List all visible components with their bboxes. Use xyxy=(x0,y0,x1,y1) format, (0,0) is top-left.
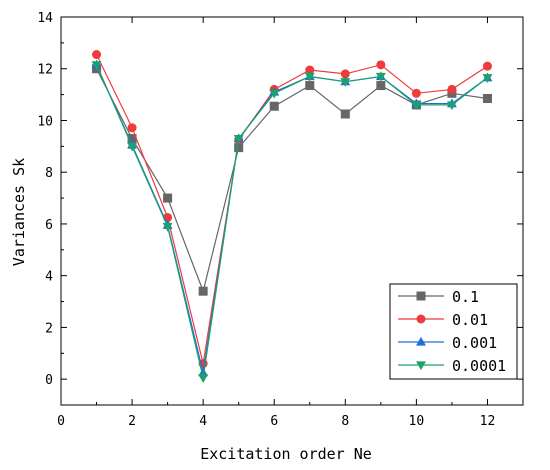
data-point xyxy=(376,81,386,91)
data-point xyxy=(91,61,102,71)
y-tick-label: 4 xyxy=(45,270,53,285)
legend-label: 0.0001 xyxy=(452,357,506,375)
x-tick-label: 12 xyxy=(480,414,496,429)
data-point xyxy=(375,72,386,82)
legend-marker xyxy=(416,314,426,324)
data-point xyxy=(340,69,350,79)
data-point xyxy=(92,50,102,60)
x-tick-label: 6 xyxy=(270,414,278,429)
legend: 0.1 0.01 0.001 0.0001 xyxy=(389,283,518,380)
data-point xyxy=(447,84,457,94)
series-line xyxy=(96,68,488,294)
data-point xyxy=(305,65,315,75)
data-point xyxy=(482,93,492,103)
data-point xyxy=(269,89,280,99)
data-point xyxy=(305,81,315,91)
legend-item: 0.001 xyxy=(398,334,497,352)
data-point xyxy=(233,134,244,144)
data-point xyxy=(198,367,209,377)
data-point xyxy=(304,72,315,82)
data-point xyxy=(234,143,244,153)
legend-label: 0.1 xyxy=(452,288,479,306)
series-layer xyxy=(91,50,493,384)
series-0 xyxy=(92,64,492,296)
x-tick-label: 2 xyxy=(128,414,136,429)
plot-frame xyxy=(60,16,524,406)
legend-item: 0.1 xyxy=(398,288,479,306)
y-tick-label: 2 xyxy=(45,321,53,336)
y-tick-label: 14 xyxy=(37,11,53,26)
legend-item: 0.0001 xyxy=(398,357,506,375)
data-point xyxy=(127,134,137,144)
legend-label: 0.001 xyxy=(452,334,497,352)
data-point xyxy=(376,60,386,70)
y-tick-label: 12 xyxy=(37,63,53,78)
legend-marker xyxy=(416,336,426,346)
data-point xyxy=(340,78,351,87)
data-point xyxy=(340,109,350,119)
series-line xyxy=(95,64,488,378)
x-tick-label: 0 xyxy=(57,414,65,429)
series-line xyxy=(95,54,488,364)
y-tick-label: 10 xyxy=(37,114,53,129)
legend-label: 0.01 xyxy=(452,311,488,329)
y-tick-label: 0 xyxy=(45,373,53,388)
legend-item: 0.01 xyxy=(398,311,488,329)
data-point xyxy=(269,101,279,111)
data-point xyxy=(198,374,209,384)
legend-marker xyxy=(416,361,426,371)
data-point xyxy=(163,193,173,203)
y-axis-label: Variances Sk xyxy=(10,158,28,266)
x-tick-label: 10 xyxy=(409,414,425,429)
legend-box xyxy=(389,283,518,380)
data-point xyxy=(411,88,421,98)
data-point xyxy=(446,101,457,111)
x-tick-label: 8 xyxy=(341,414,349,429)
data-point xyxy=(127,142,138,152)
axes: 0 2 4 6 8 10 12 0 2 4 6 8 10 12 14 xyxy=(37,11,524,429)
data-point xyxy=(411,101,422,111)
x-axis-label: Excitation order Ne xyxy=(200,445,372,463)
series-3 xyxy=(91,61,493,384)
data-point xyxy=(162,222,173,232)
legend-marker xyxy=(416,291,426,301)
data-point xyxy=(482,61,492,71)
x-tick-label: 4 xyxy=(199,414,207,429)
data-point xyxy=(198,286,208,296)
data-point xyxy=(127,123,137,133)
y-tick-label: 8 xyxy=(45,166,53,181)
y-tick-label: 6 xyxy=(45,218,53,233)
data-point xyxy=(482,74,493,83)
